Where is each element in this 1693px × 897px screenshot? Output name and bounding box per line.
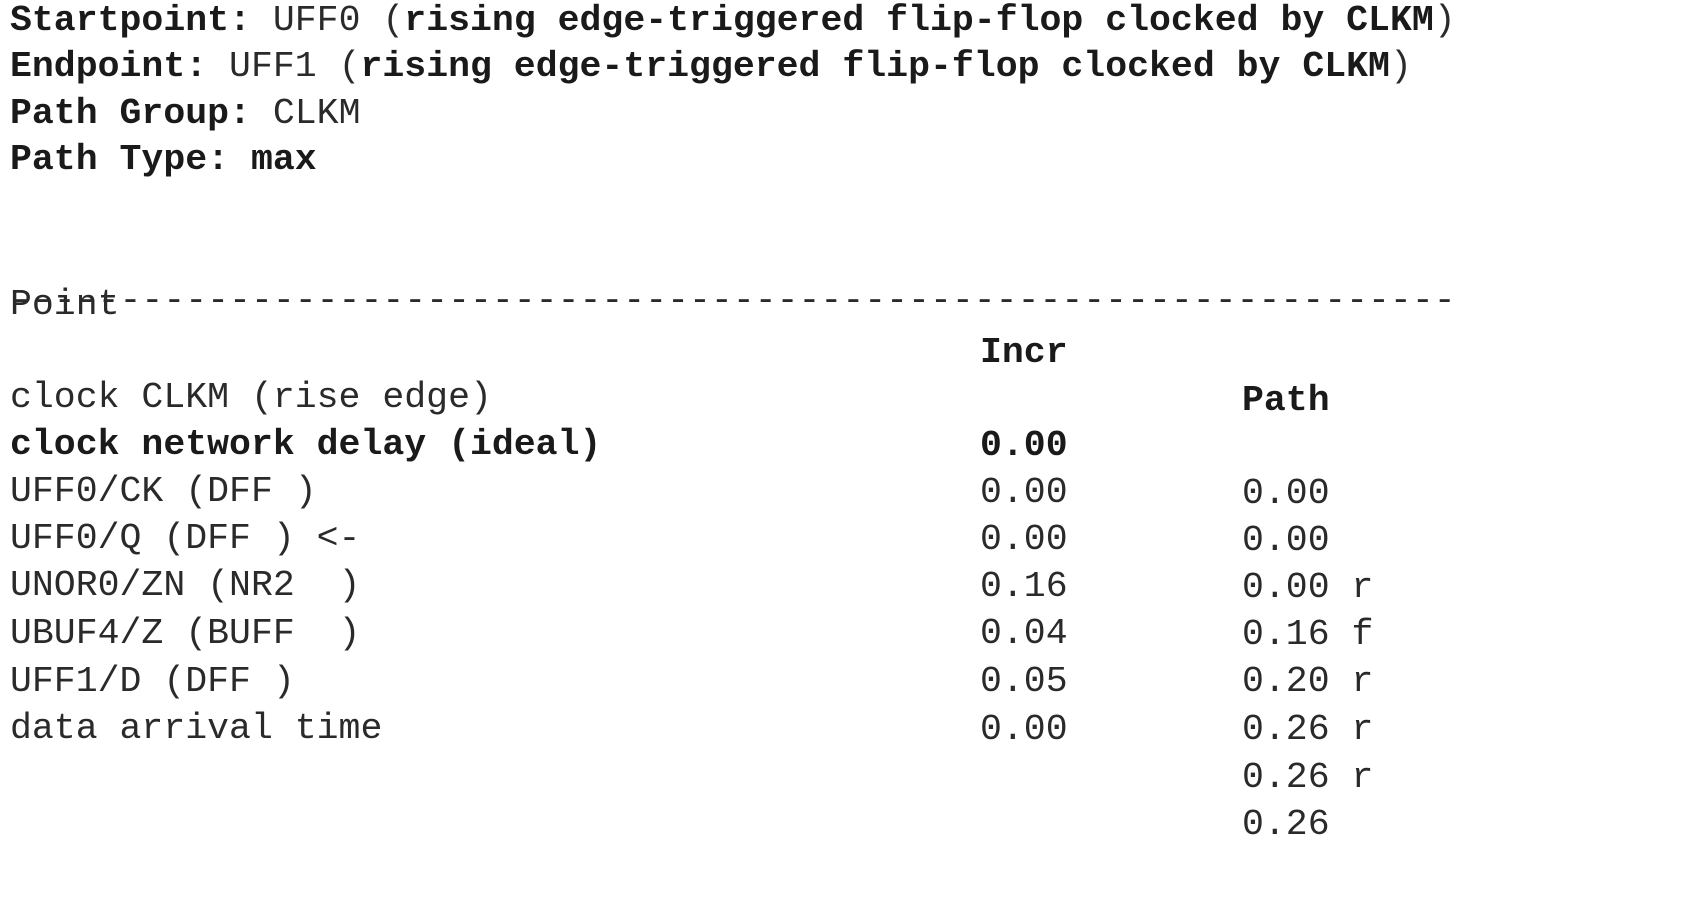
table-row: clock CLKM (rise edge) 0.00 0.00 [10,326,1690,514]
table-row: UFF0/CK (DFF ) 0.00 0.00 r [10,420,1690,608]
row-point: clock CLKM (rise edge) [10,377,492,418]
table-header-row: Point Incr Path [10,233,1690,421]
startpoint-key: Startpoint [10,0,230,41]
endpoint-key: Endpoint [10,46,186,87]
row-point: UFF0/CK (DFF ) [10,471,317,512]
endpoint-desc: rising edge-triggered flip-flop clocked … [360,46,1390,87]
table-row: data arrival time 0.26 [10,657,1690,845]
startpoint-sep: : [229,0,273,41]
endpoint-close-paren: ) [1389,46,1412,87]
row-path: 0.00 [1242,520,1330,561]
row-path: 0.20 r [1242,661,1374,702]
column-header-incr: Incr [980,332,1068,373]
startpoint-open-paren: ( [360,0,405,41]
row-incr: 0.16 [980,566,1068,607]
path-group-sep: : [229,93,273,134]
row-incr: 0.04 [980,613,1068,654]
endpoint-open-paren: ( [316,46,361,87]
row-point: clock network delay (ideal) [10,424,602,465]
startpoint-desc: rising edge-triggered flip-flop clocked … [404,0,1434,41]
endpoint-cell: UFF1 [229,46,317,87]
table-row: UNOR0/ZN (NR2 ) 0.04 0.20 r [10,514,1690,702]
row-incr: 0.00 [980,472,1068,513]
column-header-path: Path [1242,380,1330,421]
row-point: UNOR0/ZN (NR2 ) [10,565,361,606]
startpoint-cell: UFF0 [272,0,361,41]
startpoint-close-paren: ) [1433,0,1456,41]
row-path: 0.26 r [1242,709,1374,750]
row-point: data arrival time [10,708,383,749]
path-group-value: CLKM [272,93,361,134]
row-point: UFF0/Q (DFF ) <- [10,518,361,559]
row-incr: 0.00 [980,425,1068,466]
row-incr: 0.05 [980,661,1068,702]
row-path: 0.26 r [1242,757,1374,798]
column-header-point: Point [10,284,120,325]
row-incr: 0.00 [980,709,1068,750]
table-divider: ----------------------------------------… [10,280,1456,321]
startpoint-line: Startpoint: UFF0 (rising edge-triggered … [10,0,1456,45]
row-path: 0.26 [1242,804,1330,845]
table-row: UBUF4/Z (BUFF ) 0.05 0.26 r [10,562,1690,750]
row-point: UBUF4/Z (BUFF ) [10,613,361,654]
row-path: 0.00 [1242,473,1330,514]
path-type-line: Path Type: max [10,139,317,180]
row-path: 0.00 r [1242,567,1374,608]
table-row: UFF0/Q (DFF ) <- 0.16 0.16 f [10,467,1690,655]
row-incr: 0.00 [980,519,1068,560]
endpoint-sep: : [185,46,230,87]
path-group-key: Path Group [10,93,230,134]
table-row: UFF1/D (DFF ) 0.00 0.26 r [10,610,1690,798]
table-row: clock network delay (ideal) 0.00 0.00 [10,373,1690,561]
row-path: 0.16 f [1242,614,1374,655]
path-group-line: Path Group: CLKM [10,90,360,138]
row-point: UFF1/D (DFF ) [10,661,295,702]
endpoint-line: Endpoint: UFF1 (rising edge-triggered fl… [10,43,1412,91]
